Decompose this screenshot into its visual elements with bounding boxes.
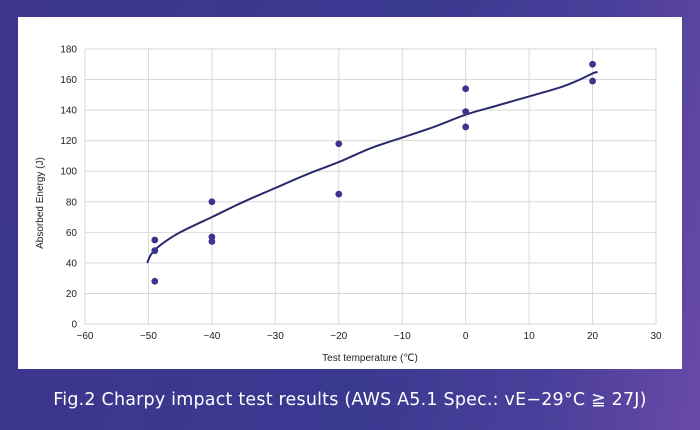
y-tick-label: 120	[60, 136, 77, 147]
figure-caption: Fig.2 Charpy impact test results (AWS A5…	[53, 389, 647, 410]
x-tick-label: −30	[267, 331, 284, 342]
x-tick-label: 0	[463, 331, 469, 342]
y-tick-label: 20	[66, 289, 78, 300]
chart-panel: 0 20 40 60 80 100 120 140 160 180 −60 −50 −40 −30 −20−…	[18, 17, 682, 369]
y-tick-label: 100	[60, 167, 77, 178]
data-point	[151, 277, 159, 285]
x-tick-label: −50	[140, 331, 157, 342]
x-tick-label: −10	[394, 331, 411, 342]
y-tick-label: 140	[60, 106, 77, 117]
data-point	[462, 108, 470, 116]
y-axis-label: Absorbed Energy (J)	[35, 157, 46, 249]
data-point	[589, 77, 596, 85]
x-axis-label: Test temperature (℃)	[322, 353, 418, 364]
x-tick-label: −40	[203, 331, 220, 342]
trendline	[146, 70, 598, 264]
data-points	[151, 60, 596, 285]
data-point	[589, 60, 596, 68]
data-point	[335, 140, 343, 148]
y-tick-label: 60	[66, 228, 78, 239]
data-point	[208, 198, 216, 206]
y-tick-label: 0	[71, 320, 77, 331]
data-point	[151, 247, 159, 255]
x-tick-label: 20	[587, 331, 599, 342]
grid-lines	[84, 48, 657, 325]
y-tick-label: 80	[66, 197, 78, 208]
x-tick-label: −20	[330, 331, 347, 342]
x-tick-label: 30	[650, 331, 662, 342]
y-tick-label: 180	[60, 45, 77, 56]
x-tick-label: −60	[77, 331, 94, 342]
data-point	[462, 85, 470, 93]
data-point	[335, 190, 343, 198]
y-tick-label: 40	[66, 258, 78, 269]
data-point	[462, 123, 470, 131]
data-point	[151, 236, 159, 244]
trendline-layer	[146, 70, 598, 264]
data-point	[208, 238, 216, 245]
y-tick-label: 160	[60, 75, 77, 86]
x-tick-label: 10	[524, 331, 536, 342]
